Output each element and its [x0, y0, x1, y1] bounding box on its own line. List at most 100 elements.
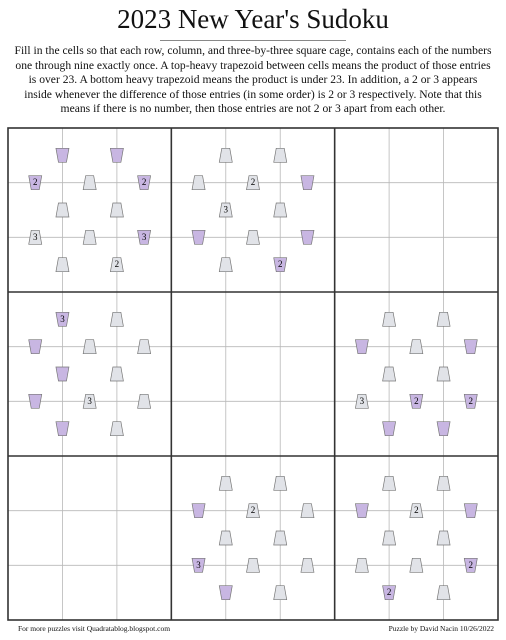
clue-label: 2: [469, 560, 474, 570]
trapezoid-bottom-heavy: [436, 585, 451, 601]
trapezoid-bottom-heavy: [109, 421, 124, 437]
trapezoid-top-heavy: [382, 585, 397, 601]
trapezoid-bottom-heavy: [382, 475, 397, 491]
trapezoid-bottom-heavy: [382, 366, 397, 382]
instruction-line: is over 23. A bottom heavy trapezoid mea…: [28, 73, 478, 86]
title-rule: [160, 40, 346, 41]
clue-label: 2: [251, 505, 256, 515]
trapezoid-bottom-heavy: [436, 366, 451, 382]
trapezoid-top-heavy: [463, 503, 478, 519]
trapezoid-bottom-heavy: [55, 257, 70, 273]
clue-label: 3: [196, 560, 201, 570]
trapezoid-bottom-heavy: [137, 393, 152, 409]
instruction-line: means if there is no number, then those …: [60, 102, 446, 115]
trapezoid-bottom-heavy: [382, 530, 397, 546]
title: 2023 New Year's Sudoku: [117, 4, 389, 34]
trapezoid-top-heavy: [409, 393, 424, 409]
instruction-line: one through nine exactly once. A top-hea…: [15, 58, 491, 72]
trapezoid-bottom-heavy: [28, 229, 43, 245]
trapezoid-top-heavy: [382, 421, 397, 437]
trapezoid-top-heavy: [463, 393, 478, 409]
trapezoid-bottom-heavy: [218, 530, 233, 546]
trapezoid-bottom-heavy: [218, 475, 233, 491]
clue-label: 3: [360, 396, 365, 406]
trapezoid-bottom-heavy: [273, 530, 288, 546]
clue-label: 2: [387, 587, 392, 597]
clue-label: 3: [60, 314, 65, 324]
trapezoid-bottom-heavy: [300, 503, 315, 519]
trapezoid-top-heavy: [300, 175, 315, 191]
trapezoid-bottom-heavy: [218, 257, 233, 273]
trapezoid-bottom-heavy: [273, 147, 288, 163]
clue-label: 2: [414, 396, 419, 406]
footer-left: For more puzzles visit Quadratablog.blog…: [18, 624, 171, 633]
clue-label: 3: [224, 205, 229, 215]
trapezoid-bottom-heavy: [300, 557, 315, 573]
trapezoid-bottom-heavy: [382, 311, 397, 327]
trapezoid-top-heavy: [55, 421, 70, 437]
trapezoid-top-heavy: [463, 557, 478, 573]
trapezoid-top-heavy: [137, 229, 152, 245]
trapezoid-bottom-heavy: [109, 366, 124, 382]
trapezoid-bottom-heavy: [82, 229, 97, 245]
trapezoid-top-heavy: [191, 557, 206, 573]
trapezoid-bottom-heavy: [218, 202, 233, 218]
trapezoid-bottom-heavy: [409, 557, 424, 573]
trapezoid-bottom-heavy: [109, 311, 124, 327]
trapezoid-bottom-heavy: [273, 202, 288, 218]
trapezoid-bottom-heavy: [436, 311, 451, 327]
clue-label: 2: [251, 177, 256, 187]
trapezoid-bottom-heavy: [246, 229, 260, 245]
trapezoid-bottom-heavy: [354, 393, 369, 409]
trapezoid-top-heavy: [55, 311, 70, 327]
trapezoid-top-heavy: [191, 503, 206, 519]
instructions: Fill in the cells so that each row, colu…: [10, 44, 496, 117]
trapezoid-top-heavy: [300, 229, 315, 245]
clue-label: 2: [142, 177, 147, 187]
trapezoid-bottom-heavy: [82, 393, 97, 409]
trapezoid-bottom-heavy: [109, 202, 124, 218]
trapezoid-top-heavy: [191, 229, 206, 245]
clue-label: 2: [33, 177, 38, 187]
trapezoid-bottom-heavy: [354, 557, 369, 573]
instruction-line: inside whenever the difference of those …: [24, 87, 482, 101]
trapezoid-top-heavy: [354, 503, 369, 519]
trapezoid-bottom-heavy: [436, 530, 451, 546]
trapezoid-top-heavy: [28, 339, 43, 355]
trapezoid-top-heavy: [109, 147, 124, 163]
instruction-line: Fill in the cells so that each row, colu…: [14, 44, 492, 57]
trapezoid-top-heavy: [55, 366, 70, 382]
clue-label: 2: [469, 396, 474, 406]
trapezoid-top-heavy: [137, 175, 152, 191]
grid-border: [7, 127, 499, 621]
trapezoid-bottom-heavy: [273, 585, 288, 601]
trapezoid-top-heavy: [463, 339, 478, 355]
trapezoid-bottom-heavy: [246, 557, 260, 573]
clue-label: 3: [87, 396, 92, 406]
trapezoid-bottom-heavy: [246, 503, 260, 519]
clue-label: 2: [115, 259, 120, 269]
trapezoid-bottom-heavy: [246, 175, 260, 191]
trapezoid-bottom-heavy: [409, 339, 424, 355]
trapezoid-bottom-heavy: [218, 147, 233, 163]
trapezoid-bottom-heavy: [55, 202, 70, 218]
trapezoid-top-heavy: [273, 257, 288, 273]
clue-label: 2: [414, 505, 419, 515]
clue-label: 2: [278, 259, 283, 269]
trapezoid-bottom-heavy: [409, 503, 424, 519]
trapezoid-top-heavy: [436, 421, 451, 437]
clue-label: 3: [142, 232, 147, 242]
trapezoid-top-heavy: [28, 393, 43, 409]
trapezoid-bottom-heavy: [82, 175, 97, 191]
clue-label: 3: [33, 232, 38, 242]
trapezoid-bottom-heavy: [191, 175, 206, 191]
trapezoid-bottom-heavy: [137, 339, 152, 355]
trapezoid-bottom-heavy: [436, 475, 451, 491]
trapezoid-bottom-heavy: [109, 257, 124, 273]
trapezoid-top-heavy: [55, 147, 70, 163]
trapezoid-bottom-heavy: [82, 339, 97, 355]
trapezoid-top-heavy: [354, 339, 369, 355]
footer-right: Puzzle by David Nacin 10/26/2022: [388, 624, 494, 633]
